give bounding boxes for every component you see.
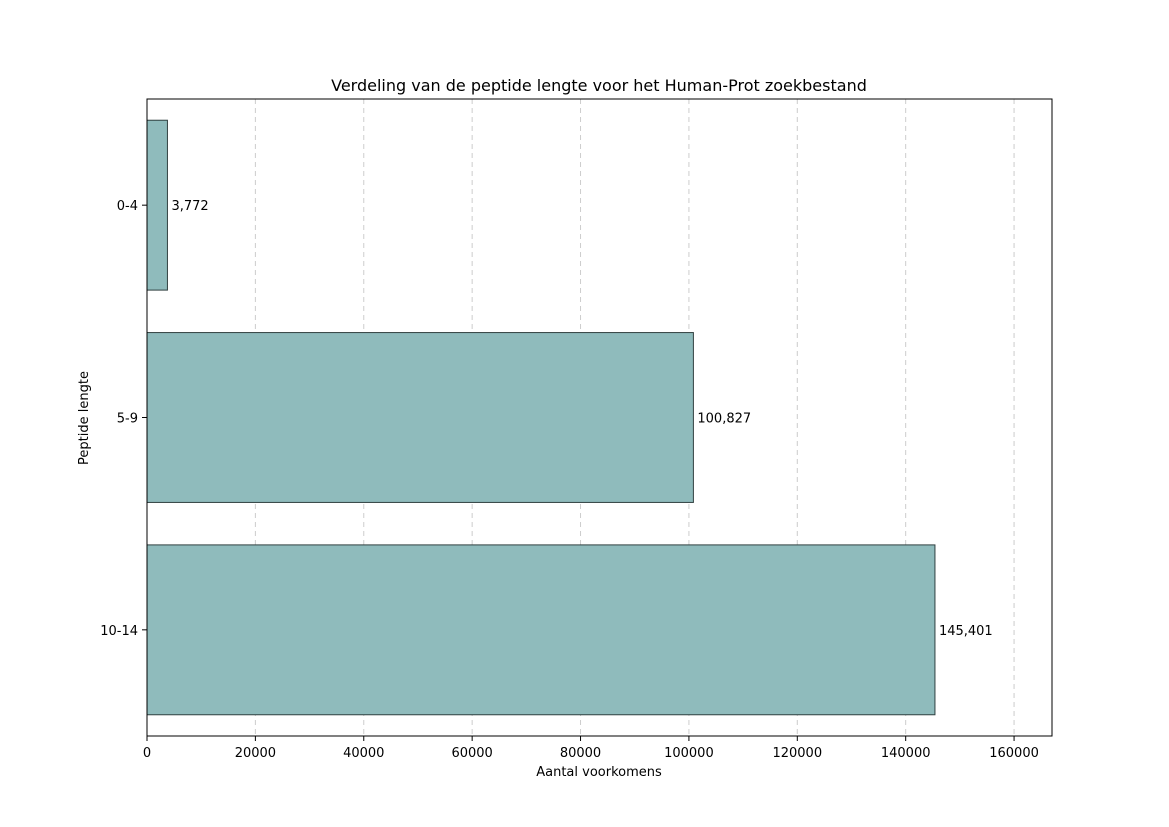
x-tick-label: 100000 [664, 746, 714, 761]
data-label: 3,772 [171, 199, 208, 214]
y-tick-label: 5-9 [117, 412, 138, 427]
data-labels: 3,772 100,827 145,401 [171, 199, 992, 639]
bar-0-4 [146, 119, 168, 291]
bars [146, 119, 936, 716]
x-axis-label: Aantal voorkomens [536, 765, 662, 780]
chart-title: Verdeling van de peptide lengte voor het… [331, 76, 867, 95]
bar-5-9 [146, 332, 694, 503]
y-axis-label: Peptide lengte [77, 371, 92, 465]
y-tick-label: 0-4 [117, 199, 138, 214]
x-tick-label: 0 [143, 746, 151, 761]
x-tick-label: 20000 [235, 746, 276, 761]
x-tick-label: 120000 [772, 746, 822, 761]
x-tick-label: 40000 [343, 746, 384, 761]
x-tick-label: 160000 [989, 746, 1039, 761]
bar-10-14 [146, 544, 936, 716]
y-axis-ticks: 0-4 5-9 10-14 [100, 199, 147, 639]
x-axis-ticks: 0 20000 40000 60000 80000 100000 120000 140000 1… [143, 736, 1039, 761]
x-tick-label: 140000 [881, 746, 931, 761]
x-tick-label: 60000 [451, 746, 492, 761]
data-label: 100,827 [697, 412, 751, 427]
data-label: 145,401 [939, 624, 993, 639]
y-tick-label: 10-14 [100, 624, 138, 639]
x-tick-label: 80000 [560, 746, 601, 761]
